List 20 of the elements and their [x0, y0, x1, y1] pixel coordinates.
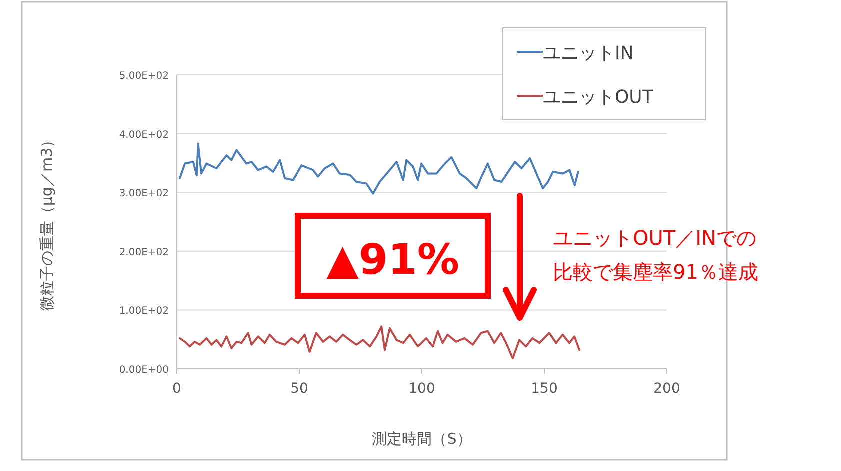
y-tick-label: 1.00E+02	[119, 306, 169, 318]
y-tick-label: 5.00E+02	[119, 71, 169, 82]
x-tick-label: 50	[290, 381, 308, 397]
annotation: 比較で集塵率91％達成	[553, 260, 758, 284]
y-axis-title: 微粒子の重量（μg／m3）	[38, 132, 56, 312]
annotation: ▲91%	[326, 235, 460, 284]
x-tick-label: 100	[408, 381, 436, 397]
x-tick-label: 200	[654, 381, 680, 397]
x-tick-label: 150	[531, 381, 558, 397]
y-tick-label: 3.00E+02	[119, 188, 169, 200]
x-axis-title: 測定時間（S）	[372, 430, 472, 448]
line-series	[178, 326, 581, 360]
legend-label: ユニットOUT	[543, 87, 654, 108]
annotation: ユニットOUT／INでの	[553, 226, 756, 250]
y-tick-label: 2.00E+02	[119, 247, 169, 258]
line-series	[178, 142, 580, 195]
y-tick-label: 4.00E+02	[119, 130, 169, 141]
legend-label: ユニットIN	[543, 43, 634, 64]
x-tick-label: 0	[172, 381, 182, 397]
y-tick-label: 0.00E+00	[119, 365, 169, 376]
